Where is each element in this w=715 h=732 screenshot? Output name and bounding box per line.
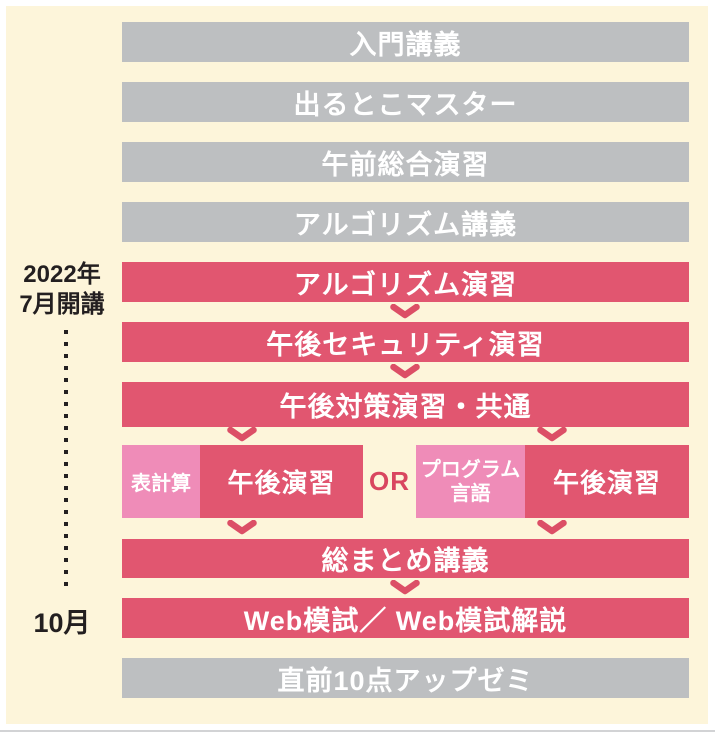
bar-algorithm-exercise: アルゴリズム演習 — [122, 262, 689, 302]
chevron-down-icon — [227, 427, 257, 442]
bar-pm-security-exercise: 午後セキュリティ演習 — [122, 322, 689, 362]
timeline-dotted-line — [64, 330, 68, 592]
branch-left-pm-exercise: 午後演習 — [200, 445, 363, 518]
chevron-down-icon — [537, 520, 567, 535]
start-date-year: 2022年 — [23, 261, 101, 288]
branch-right-pm-exercise: 午後演習 — [525, 445, 689, 518]
start-date-label: 2022年 7月開講 — [10, 260, 114, 320]
bar-algorithm-lecture: アルゴリズム講義 — [122, 202, 689, 242]
spreadsheet-tag: 表計算 — [122, 445, 200, 518]
bar-pm-common-exercise: 午後対策演習・共通 — [122, 382, 689, 427]
chevron-down-icon — [227, 520, 257, 535]
start-date-month: 7月開講 — [19, 291, 105, 318]
bar-am-comprehensive-exercise: 午前総合演習 — [122, 142, 689, 182]
bar-summary-lecture: 総まとめ講義 — [122, 539, 689, 578]
chevron-down-icon — [390, 580, 420, 595]
chevron-down-icon — [390, 364, 420, 379]
bottom-divider — [0, 730, 715, 732]
bar-last-minute-seminar: 直前10点アップゼミ — [122, 658, 689, 698]
end-date-label: 10月 — [33, 608, 91, 638]
or-label: OR — [369, 466, 410, 496]
bar-web-mock-exam: Web模試／ Web模試解説 — [122, 598, 689, 638]
bar-intro-lecture: 入門講義 — [122, 22, 689, 62]
programming-language-tag: プログラム言語 — [416, 445, 525, 518]
chevron-down-icon — [390, 304, 420, 319]
bar-derutoko-master: 出るとこマスター — [122, 82, 689, 122]
chevron-down-icon — [537, 427, 567, 442]
